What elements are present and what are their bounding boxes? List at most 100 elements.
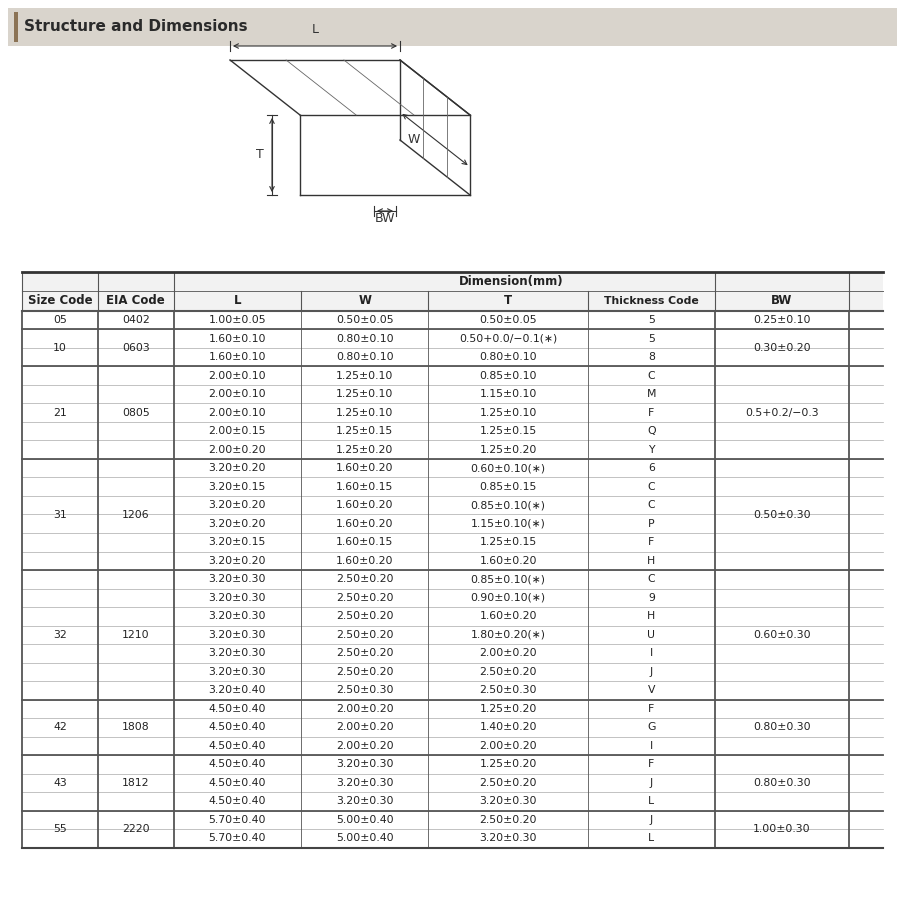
Text: 5: 5 [648, 315, 655, 325]
Text: M: M [647, 389, 656, 399]
Text: 2.50±0.30: 2.50±0.30 [336, 685, 394, 695]
Text: 21: 21 [53, 408, 67, 418]
Text: 1.60±0.15: 1.60±0.15 [336, 538, 394, 548]
Text: 0.85±0.10(∗): 0.85±0.10(∗) [471, 575, 546, 585]
Text: T: T [504, 294, 512, 308]
Text: 2.50±0.20: 2.50±0.20 [336, 648, 394, 658]
Text: 5.00±0.40: 5.00±0.40 [336, 834, 394, 843]
Text: 1.60±0.10: 1.60±0.10 [208, 352, 266, 362]
Text: 3.20±0.30: 3.20±0.30 [208, 575, 266, 585]
Text: 10: 10 [53, 343, 67, 353]
Text: C: C [648, 481, 655, 491]
Text: 0.50+0.0/−0.1(∗): 0.50+0.0/−0.1(∗) [459, 334, 557, 344]
Text: Dimension(mm): Dimension(mm) [459, 275, 563, 288]
Text: L: L [311, 23, 319, 36]
Text: 3.20±0.20: 3.20±0.20 [208, 519, 266, 529]
Bar [8, 8, 897, 46]
Text: V: V [648, 685, 655, 695]
Text: L: L [648, 796, 654, 806]
Text: 3.20±0.15: 3.20±0.15 [208, 538, 266, 548]
Text: J: J [650, 667, 653, 677]
Text: Thickness Code: Thickness Code [604, 296, 699, 306]
Text: 1.25±0.15: 1.25±0.15 [480, 426, 537, 436]
Text: 5.00±0.40: 5.00±0.40 [336, 814, 394, 824]
Text: 0.90±0.10(∗): 0.90±0.10(∗) [471, 593, 546, 603]
Text: 0.5+0.2/−0.3: 0.5+0.2/−0.3 [745, 408, 819, 418]
Text: I: I [650, 648, 653, 658]
Text: 4.50±0.40: 4.50±0.40 [208, 741, 266, 751]
Text: 2.50±0.20: 2.50±0.20 [336, 593, 394, 603]
Text: 5: 5 [648, 334, 655, 344]
Text: 1.40±0.20: 1.40±0.20 [480, 722, 537, 732]
Text: 32: 32 [53, 630, 67, 640]
Text: F: F [648, 408, 654, 418]
Text: 3.20±0.30: 3.20±0.30 [480, 796, 537, 806]
Text: 1.60±0.20: 1.60±0.20 [480, 611, 537, 621]
Text: 2.00±0.20: 2.00±0.20 [336, 741, 394, 751]
Text: 1.60±0.20: 1.60±0.20 [336, 556, 394, 566]
Text: 4.50±0.40: 4.50±0.40 [208, 796, 266, 806]
Text: C: C [648, 575, 655, 585]
Text: 1.25±0.20: 1.25±0.20 [480, 759, 537, 769]
Text: L: L [648, 834, 654, 843]
Text: 42: 42 [53, 722, 67, 732]
Text: 43: 43 [53, 777, 67, 787]
Text: 1206: 1206 [122, 510, 149, 519]
Text: 0.80±0.10: 0.80±0.10 [336, 334, 394, 344]
Text: 4.50±0.40: 4.50±0.40 [208, 722, 266, 732]
Text: 0.85±0.15: 0.85±0.15 [480, 481, 537, 491]
Text: 3.20±0.40: 3.20±0.40 [208, 685, 266, 695]
Text: 1.60±0.20: 1.60±0.20 [480, 556, 537, 566]
Bar [22, 272, 883, 311]
Text: 1.60±0.20: 1.60±0.20 [336, 500, 394, 510]
Text: 3.20±0.20: 3.20±0.20 [208, 556, 266, 566]
Text: 3.20±0.30: 3.20±0.30 [208, 593, 266, 603]
Text: 2.50±0.20: 2.50±0.20 [336, 575, 394, 585]
Text: C: C [648, 371, 655, 381]
Text: Q: Q [647, 426, 656, 436]
Text: 0.50±0.05: 0.50±0.05 [336, 315, 394, 325]
Text: 5.70±0.40: 5.70±0.40 [208, 814, 266, 824]
Text: W: W [408, 133, 421, 146]
Text: 5.70±0.40: 5.70±0.40 [208, 834, 266, 843]
Text: 3.20±0.15: 3.20±0.15 [208, 481, 266, 491]
Text: 0.85±0.10: 0.85±0.10 [480, 371, 537, 381]
Text: 1.25±0.20: 1.25±0.20 [336, 444, 394, 454]
Text: 1.00±0.30: 1.00±0.30 [753, 824, 811, 834]
Text: Y: Y [648, 444, 654, 454]
Text: 1.60±0.10: 1.60±0.10 [208, 334, 266, 344]
Text: 3.20±0.30: 3.20±0.30 [208, 648, 266, 658]
Text: Structure and Dimensions: Structure and Dimensions [24, 20, 248, 34]
Text: 2.50±0.20: 2.50±0.20 [480, 777, 537, 787]
Text: 2.00±0.15: 2.00±0.15 [208, 426, 266, 436]
Text: BW: BW [771, 294, 793, 308]
Text: 2.00±0.10: 2.00±0.10 [208, 371, 266, 381]
Text: W: W [358, 294, 371, 308]
Text: H: H [647, 556, 655, 566]
Text: 1.60±0.20: 1.60±0.20 [336, 519, 394, 529]
Text: 3.20±0.30: 3.20±0.30 [336, 796, 394, 806]
Text: J: J [650, 814, 653, 824]
Text: 3.20±0.30: 3.20±0.30 [208, 630, 266, 640]
Text: U: U [647, 630, 655, 640]
Text: 2.50±0.30: 2.50±0.30 [480, 685, 537, 695]
Text: 0.60±0.10(∗): 0.60±0.10(∗) [471, 463, 546, 473]
Text: 0.85±0.10(∗): 0.85±0.10(∗) [471, 500, 546, 510]
Text: 2.00±0.10: 2.00±0.10 [208, 389, 266, 399]
Text: 05: 05 [53, 315, 67, 325]
Text: 2.00±0.10: 2.00±0.10 [208, 408, 266, 418]
Text: 0.80±0.30: 0.80±0.30 [753, 722, 811, 732]
Text: 4.50±0.40: 4.50±0.40 [208, 777, 266, 787]
Text: 4.50±0.40: 4.50±0.40 [208, 759, 266, 769]
Text: 2.50±0.20: 2.50±0.20 [480, 814, 537, 824]
Text: 1.25±0.20: 1.25±0.20 [480, 704, 537, 714]
Text: 2220: 2220 [122, 824, 149, 834]
Text: 3.20±0.30: 3.20±0.30 [336, 759, 394, 769]
Text: L: L [233, 294, 241, 308]
Text: 1.80±0.20(∗): 1.80±0.20(∗) [471, 630, 546, 640]
Text: 1808: 1808 [122, 722, 149, 732]
Text: 3.20±0.20: 3.20±0.20 [208, 500, 266, 510]
Text: 55: 55 [53, 824, 67, 834]
Text: 1812: 1812 [122, 777, 149, 787]
Text: F: F [648, 759, 654, 769]
